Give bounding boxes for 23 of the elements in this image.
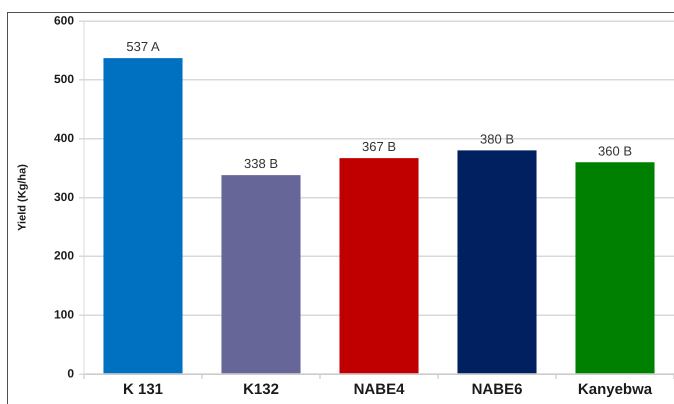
y-tick-label: 0	[67, 366, 74, 380]
data-label: 367 B	[362, 139, 396, 154]
bar	[221, 175, 301, 374]
x-tick-label: Kanyebwa	[578, 381, 653, 398]
y-tick-label: 100	[54, 307, 74, 322]
y-axis-title: Yield (Kg/ha)	[16, 164, 29, 231]
x-tick-label: NABE4	[354, 381, 406, 398]
bar	[575, 162, 655, 374]
data-label: 537 A	[126, 39, 160, 54]
x-tick-label: NABE6	[472, 381, 522, 398]
y-tick-label: 200	[54, 248, 74, 263]
y-tick-label: 400	[54, 130, 74, 145]
bar	[457, 150, 537, 374]
data-label: 380 B	[480, 132, 514, 147]
y-tick-label: 300	[54, 190, 74, 204]
data-label: 338 B	[244, 156, 278, 172]
bar	[339, 158, 419, 374]
y-tick-label: 500	[54, 72, 74, 86]
bar	[103, 58, 183, 374]
x-tick-label: K132	[243, 381, 279, 398]
y-tick-label: 600	[54, 13, 74, 28]
data-label: 360 B	[598, 143, 632, 158]
x-tick-label: K 131	[122, 381, 164, 398]
